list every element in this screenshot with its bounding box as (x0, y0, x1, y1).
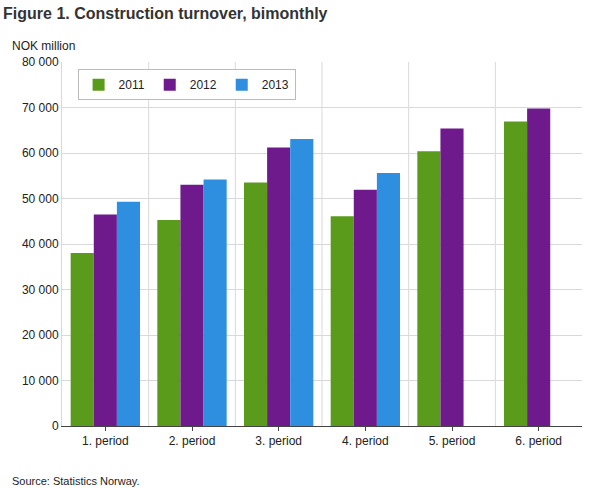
svg-text:20 000: 20 000 (22, 328, 59, 342)
svg-text:0: 0 (52, 419, 59, 433)
svg-text:4. period: 4. period (342, 434, 389, 448)
svg-text:3. period: 3. period (255, 434, 302, 448)
svg-text:70 000: 70 000 (22, 101, 59, 115)
svg-text:10 000: 10 000 (22, 374, 59, 388)
svg-text:50 000: 50 000 (22, 192, 59, 206)
svg-text:5. period: 5. period (429, 434, 476, 448)
svg-text:2. period: 2. period (169, 434, 216, 448)
svg-text:Figure 1. Construction turnove: Figure 1. Construction turnover, bimonth… (3, 5, 328, 22)
svg-text:NOK million: NOK million (12, 39, 75, 53)
svg-text:1. period: 1. period (82, 434, 129, 448)
svg-text:80 000: 80 000 (22, 55, 59, 69)
svg-text:2012: 2012 (190, 78, 217, 92)
svg-text:6. period: 6. period (515, 434, 562, 448)
svg-text:40 000: 40 000 (22, 237, 59, 251)
svg-text:30 000: 30 000 (22, 283, 59, 297)
svg-text:Source: Statistics Norway.: Source: Statistics Norway. (12, 475, 140, 487)
svg-text:2013: 2013 (262, 78, 289, 92)
svg-text:2011: 2011 (119, 78, 145, 92)
svg-text:60 000: 60 000 (22, 146, 59, 160)
